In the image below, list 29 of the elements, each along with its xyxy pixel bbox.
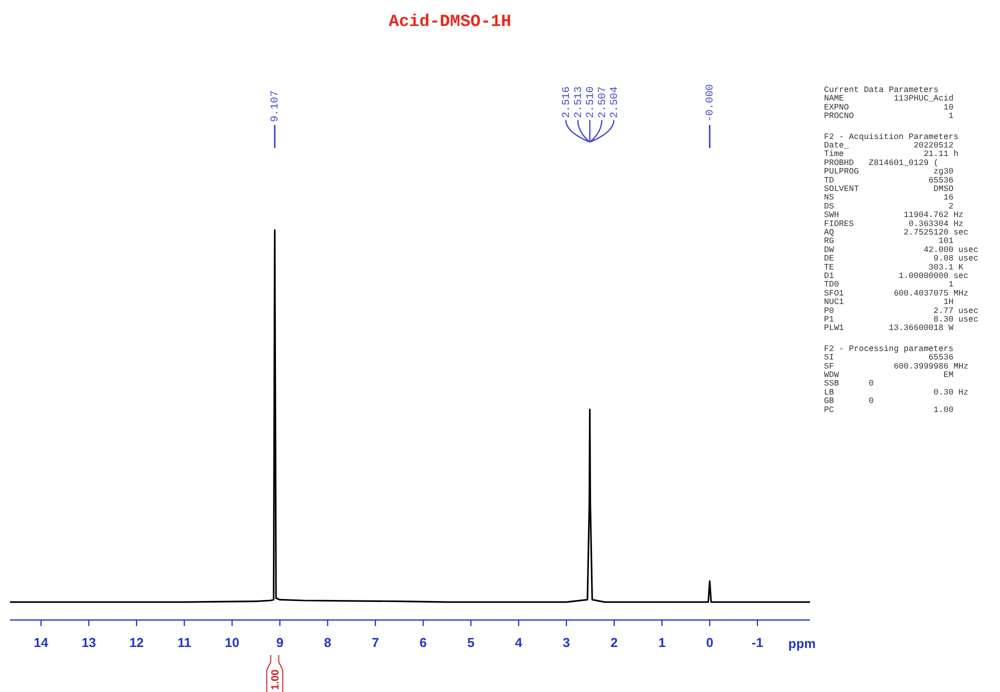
x-axis-title: ppm: [788, 636, 816, 651]
x-tick-label: 9: [276, 635, 284, 650]
x-tick-label: 10: [224, 635, 240, 650]
x-tick-label: 5: [467, 635, 475, 650]
text: 2.507: [596, 86, 609, 118]
x-tick-label: 11: [177, 635, 192, 650]
x-tick-label: 4: [515, 635, 524, 650]
text: 2.504: [608, 86, 621, 118]
text: 1.00: [270, 669, 282, 690]
x-tick-label: 3: [562, 635, 570, 650]
x-tick-label: -1: [752, 635, 764, 650]
text: 2.513: [572, 86, 585, 118]
x-tick-label: 14: [34, 635, 50, 650]
x-tick-label: 8: [324, 635, 332, 650]
text: 2.516: [560, 86, 573, 118]
x-tick-label: 1: [658, 635, 666, 650]
x-tick-label: 6: [420, 635, 427, 650]
x-tick-label: 7: [372, 635, 379, 650]
text: -0.000: [704, 84, 717, 122]
x-tick-label: 0: [706, 635, 714, 650]
x-tick-label: 13: [82, 635, 96, 650]
text: 9.107: [270, 90, 282, 122]
text: F2 - Processing parameters SI 65536 SF 600.3999986 MHz WDW EM SSB 0 LB 0.30 Hz GB 0 PC 1.00: [824, 344, 968, 415]
x-tick-label: 12: [129, 635, 144, 650]
text: Current Data Parameters NAME 113PHUC_Acid EXPNO 10 PROCNO 1: [824, 86, 954, 122]
text: F2 - Acquisition Parameters Date_ 20220512 Time 21.11 h PROBHD Z814601_0129 ( PULPROG zg30 TD 65536 SOLVENT DMSO NS 16 DS 2 SWH 11904.762 Hz FIDRES 0.363304 Hz AQ 2.7525120 sec RG 101 DW 42.000 usec DE 9.08 usec TE 303.1 K D1 1.00000000 sec TD0 1 SFO1 600.4037075 MHz NUC1 1H P0 2.77 usec P1 8.30 usec PLW1 13.36600018 W: [824, 132, 978, 334]
x-tick-label: 2: [610, 635, 618, 650]
chart-title: Acid-DMSO-1H: [388, 13, 512, 32]
text: 2.510: [584, 86, 597, 118]
